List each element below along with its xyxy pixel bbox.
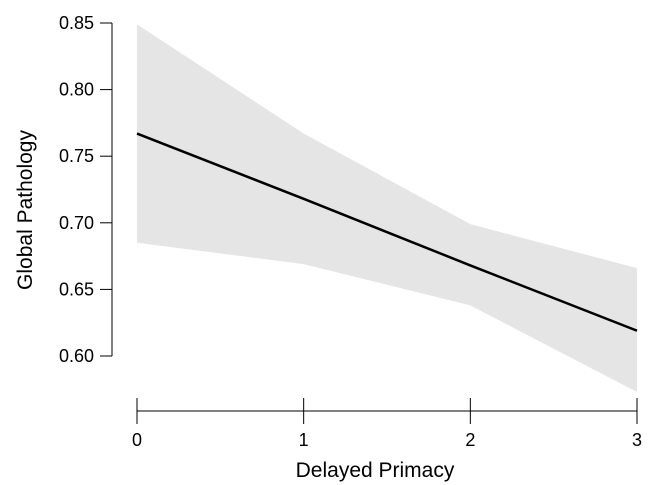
y-tick-label: 0.70	[59, 213, 94, 233]
y-tick-label: 0.80	[59, 80, 94, 100]
y-tick-label: 0.75	[59, 146, 94, 166]
confidence-band-layer	[137, 24, 637, 392]
x-tick-label: 3	[632, 430, 642, 450]
x-tick-label: 1	[299, 430, 309, 450]
y-tick-label: 0.60	[59, 346, 94, 366]
x-axis-title: Delayed Primacy	[296, 459, 455, 482]
x-tick-label: 0	[132, 430, 142, 450]
regression-line	[136, 132, 638, 332]
x-tick-label: 2	[465, 430, 475, 450]
y-axis: 0.60 0.65 0.70 0.75 0.80 0.85	[59, 13, 113, 366]
regression-line-layer	[136, 132, 638, 332]
y-axis-title: Global Pathology	[14, 130, 37, 290]
confidence-band	[137, 24, 637, 392]
y-tick-label: 0.65	[59, 279, 94, 299]
y-tick-label: 0.85	[59, 13, 94, 33]
x-axis: 0 1 2 3	[132, 398, 642, 450]
